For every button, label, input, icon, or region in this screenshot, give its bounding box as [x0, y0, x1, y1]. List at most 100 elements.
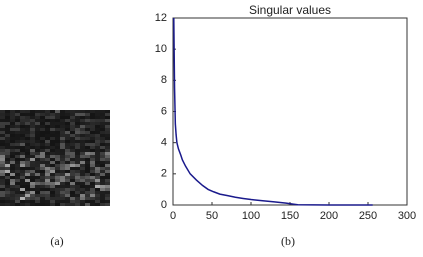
texture-cell — [15, 116, 20, 119]
texture-cell — [55, 164, 60, 167]
texture-cell — [40, 173, 45, 176]
texture-cell — [85, 146, 90, 149]
texture-cell — [45, 146, 50, 149]
texture-cell — [10, 122, 15, 125]
texture-cell — [45, 149, 50, 152]
texture-cell — [90, 116, 95, 119]
texture-cell — [90, 194, 95, 197]
texture-cell — [55, 197, 60, 200]
texture-cell — [60, 194, 65, 197]
texture-cell — [40, 200, 45, 203]
texture-cell — [25, 116, 30, 119]
texture-cell — [55, 131, 60, 134]
texture-cell — [25, 200, 30, 203]
texture-cell — [45, 137, 50, 140]
texture-cell — [70, 188, 75, 191]
texture-cell — [10, 155, 15, 158]
texture-cell — [60, 176, 65, 179]
texture-cell — [30, 146, 35, 149]
texture-cell — [70, 176, 75, 179]
texture-cell — [90, 158, 95, 161]
texture-cell — [0, 188, 5, 191]
texture-cell — [90, 203, 95, 206]
texture-cell — [75, 191, 80, 194]
texture-cell — [105, 134, 110, 137]
texture-cell — [50, 197, 55, 200]
texture-cell — [0, 155, 5, 158]
texture-cell — [35, 182, 40, 185]
texture-cell — [30, 116, 35, 119]
texture-cell — [10, 194, 15, 197]
texture-cell — [10, 179, 15, 182]
texture-cell — [65, 176, 70, 179]
texture-cell — [45, 140, 50, 143]
texture-cell — [95, 149, 100, 152]
texture-cell — [100, 143, 105, 146]
texture-cell — [15, 164, 20, 167]
texture-cell — [55, 152, 60, 155]
texture-cell — [35, 128, 40, 131]
texture-cell — [25, 191, 30, 194]
texture-cell — [30, 125, 35, 128]
chart-title: Singular values — [249, 3, 331, 17]
texture-cell — [20, 203, 25, 206]
texture-cell — [35, 188, 40, 191]
texture-cell — [20, 128, 25, 131]
texture-cell — [15, 200, 20, 203]
texture-cell — [15, 143, 20, 146]
texture-cell — [50, 173, 55, 176]
texture-cell — [55, 116, 60, 119]
texture-cell — [105, 176, 110, 179]
texture-cell — [5, 113, 10, 116]
texture-cell — [85, 155, 90, 158]
texture-cell — [0, 146, 5, 149]
texture-cell — [45, 170, 50, 173]
texture-cell — [65, 122, 70, 125]
texture-cell — [30, 110, 35, 113]
y-tick-label: 12 — [155, 12, 167, 24]
texture-cell — [30, 167, 35, 170]
texture-cell — [35, 164, 40, 167]
texture-cell — [0, 179, 5, 182]
texture-cell — [0, 182, 5, 185]
texture-cell — [85, 149, 90, 152]
texture-cell — [85, 116, 90, 119]
texture-cell — [15, 191, 20, 194]
texture-cell — [70, 191, 75, 194]
texture-cell — [35, 155, 40, 158]
texture-cell — [35, 113, 40, 116]
texture-cell — [20, 131, 25, 134]
texture-cell — [60, 170, 65, 173]
texture-cell — [105, 119, 110, 122]
texture-cell — [105, 116, 110, 119]
texture-cell — [90, 182, 95, 185]
texture-cell — [85, 125, 90, 128]
texture-cell — [70, 164, 75, 167]
image-panel — [0, 110, 110, 206]
texture-cell — [50, 149, 55, 152]
texture-cell — [5, 116, 10, 119]
texture-cell — [15, 110, 20, 113]
texture-cell — [50, 194, 55, 197]
texture-cell — [70, 179, 75, 182]
texture-cell — [25, 158, 30, 161]
texture-cell — [60, 149, 65, 152]
texture-cell — [75, 158, 80, 161]
texture-cell — [35, 134, 40, 137]
texture-cell — [25, 134, 30, 137]
caption: (a) — [50, 234, 63, 248]
texture-cell — [15, 185, 20, 188]
x-tick-label: 250 — [359, 210, 377, 222]
texture-cell — [100, 158, 105, 161]
texture-cell — [50, 170, 55, 173]
texture-cell — [105, 125, 110, 128]
texture-cell — [80, 143, 85, 146]
texture-cell — [0, 173, 5, 176]
texture-cell — [80, 116, 85, 119]
texture-cell — [90, 146, 95, 149]
texture-cell — [105, 137, 110, 140]
texture-cell — [10, 167, 15, 170]
texture-cell — [5, 125, 10, 128]
texture-cell — [55, 110, 60, 113]
texture-cell — [90, 122, 95, 125]
